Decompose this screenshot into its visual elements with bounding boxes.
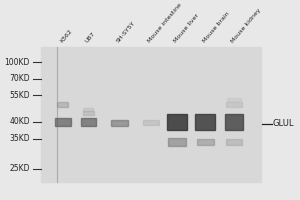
Bar [226, 102, 242, 107]
Bar [41, 47, 261, 182]
Bar [83, 108, 93, 111]
Text: 70KD: 70KD [9, 74, 30, 83]
Text: K562: K562 [59, 28, 73, 44]
Bar [83, 111, 94, 115]
Text: U87: U87 [85, 31, 96, 44]
Text: 35KD: 35KD [9, 134, 30, 143]
Bar [167, 114, 187, 130]
Bar [111, 120, 128, 126]
Text: SH-SY5Y: SH-SY5Y [116, 20, 137, 44]
Bar [57, 102, 68, 107]
Text: GLUL: GLUL [272, 119, 294, 128]
Bar [143, 120, 159, 125]
Text: Mouse kidney: Mouse kidney [230, 7, 262, 44]
Text: 40KD: 40KD [9, 117, 30, 126]
Bar [81, 118, 96, 126]
Text: Mouse brain: Mouse brain [202, 11, 230, 44]
Text: Mouse intestine: Mouse intestine [147, 2, 183, 44]
Bar [225, 114, 243, 130]
Bar [167, 138, 186, 146]
Text: 55KD: 55KD [9, 91, 30, 100]
Bar [197, 139, 214, 145]
Bar [227, 98, 241, 101]
Bar [226, 139, 242, 145]
Text: 100KD: 100KD [4, 58, 30, 67]
Bar [195, 114, 215, 130]
Bar [55, 118, 70, 126]
Text: Mouse liver: Mouse liver [173, 13, 200, 44]
Text: 25KD: 25KD [9, 164, 30, 173]
